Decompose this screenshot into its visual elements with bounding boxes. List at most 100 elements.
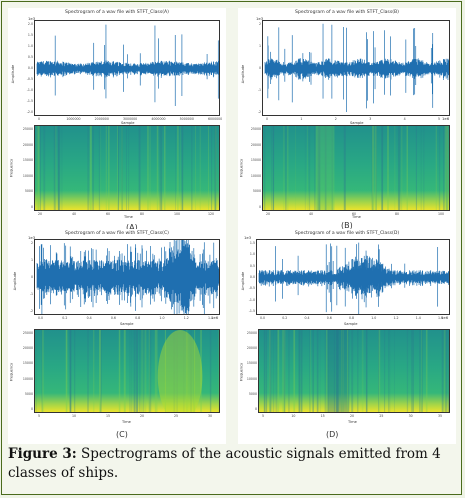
wave-ytick-label: 0 <box>30 275 33 279</box>
wave-ytick-label: -2 <box>257 110 261 114</box>
spec-xlabel-b: Time <box>352 215 361 219</box>
wave-xlabel-d: Sample <box>344 322 358 326</box>
spectrogram-streak <box>156 126 159 210</box>
spectrogram-streak <box>343 330 344 412</box>
wave-scale-c: 1e3 <box>28 235 36 240</box>
spectrogram-streak <box>318 126 321 210</box>
wave-xtick-label: 5000000 <box>179 117 194 121</box>
spectrogram-streak <box>105 126 107 210</box>
spectrogram-streak <box>89 126 92 210</box>
spectrogram-streak <box>304 126 306 210</box>
wave-xtick-label: 0.4 <box>304 316 310 320</box>
spectrogram-streak <box>293 330 296 412</box>
spectrogram-streak <box>421 330 423 412</box>
waveform-plot-d <box>256 239 450 315</box>
spectrogram-streak <box>123 330 126 412</box>
spectrogram-streak <box>443 126 445 210</box>
wave-ytick-label: -0.5 <box>248 286 255 291</box>
spectrogram-streak <box>154 330 156 412</box>
wave-xtick-label: 4 <box>403 117 406 121</box>
spec-ytick-label: 25000 <box>22 331 33 335</box>
spectrogram-streak <box>387 126 389 210</box>
spectrogram-streak <box>155 330 158 412</box>
spec-xtick-label: 100 <box>438 212 445 216</box>
spectrogram-streak <box>336 330 338 412</box>
spec-ytick-label: 20000 <box>246 346 257 351</box>
spec-ytick-label: 20000 <box>250 142 261 147</box>
spectrogram-highlight <box>315 126 335 210</box>
spectrogram-streak <box>316 126 318 210</box>
spec-xtick-label: 80 <box>140 212 145 216</box>
spectrogram-streak <box>394 126 396 210</box>
spec-xtick-label: 40 <box>72 212 77 216</box>
spec-xtick-label: 5 <box>262 414 265 418</box>
wave-title-c: Spectrogram of a wav file with STFT_Clas… <box>65 231 169 236</box>
spec-ytick-label: 10000 <box>22 173 33 178</box>
spectrogram-streak <box>346 330 349 412</box>
spectrogram-streak <box>331 126 333 210</box>
spectrogram-streak <box>118 330 121 412</box>
spectrogram-streak <box>425 330 428 412</box>
spectrogram-streak <box>129 330 131 412</box>
panel-letter-b: (B) <box>341 221 353 230</box>
spectrogram-a <box>34 125 220 211</box>
spectrogram-streak <box>183 330 185 412</box>
panel-d: Spectrogram of a wav file with STFT_Clas… <box>238 229 456 444</box>
spectrogram-streak <box>398 126 401 210</box>
spectrogram-streak <box>444 126 446 210</box>
spectrogram-streak <box>282 330 284 412</box>
spectrogram-streak <box>35 330 37 412</box>
wave-xtick-label: 0.0 <box>38 316 44 320</box>
spectrogram-streak <box>443 330 446 412</box>
wave-scale-a: 1e3 <box>28 16 36 21</box>
spectrogram-streak <box>142 330 144 412</box>
spectrogram-streak <box>208 126 209 210</box>
spectrogram-streak <box>264 330 267 412</box>
spectrogram-streak <box>149 126 151 210</box>
spec-xlabel-c: Time <box>122 420 131 424</box>
spectrogram-streak <box>65 330 68 412</box>
waveform-plot-c <box>34 239 220 315</box>
spectrogram-streak <box>411 330 413 412</box>
panel-letter-c: (C) <box>116 430 128 439</box>
spectrogram-streak <box>42 330 44 412</box>
wave-xtick-label: 0 <box>266 117 269 121</box>
spectrogram-b <box>262 125 450 211</box>
spectrogram-streak <box>400 126 403 210</box>
spectrogram-streak <box>126 126 127 210</box>
spectrogram-streak <box>142 330 145 412</box>
spectrogram-streak <box>337 330 339 412</box>
spectrogram-streak <box>411 330 413 412</box>
spectrogram-streak <box>37 126 40 210</box>
spectrogram-streak <box>38 126 40 210</box>
spec-ytick-label: 0 <box>30 205 33 209</box>
wave-xtick-label: 0.0 <box>260 316 266 320</box>
spectrogram-streak <box>272 126 275 210</box>
spec-ytick-label: 5000 <box>248 391 257 396</box>
spec-ytick-label: 15000 <box>250 158 261 163</box>
spectrogram-streak <box>100 330 102 412</box>
spectrogram-streak <box>415 126 417 210</box>
spectrogram-streak <box>288 330 290 412</box>
spec-ytick-label: 15000 <box>22 158 33 163</box>
wave-xtick-label: 1.0 <box>159 316 165 320</box>
spectrogram-streak <box>412 330 414 412</box>
spectrogram-streak <box>108 126 110 210</box>
spectrogram-streak <box>406 126 408 210</box>
wave-xtick-label: 0.8 <box>349 316 355 320</box>
spectrogram-streak <box>195 126 196 210</box>
spectrogram-streak <box>371 126 374 210</box>
spectrogram-streak <box>324 330 327 412</box>
spectrogram-streak <box>388 330 390 412</box>
spectrogram-streak <box>100 126 102 210</box>
spectrogram-streak <box>128 126 130 210</box>
wave-ytick-label: 0 <box>258 66 261 70</box>
wave-xtick-label: 1.4 <box>208 316 214 320</box>
spectrogram-streak <box>131 330 133 412</box>
spectrogram-streak <box>117 126 118 210</box>
spec-xtick-label: 15 <box>106 414 111 418</box>
spectrogram-streak <box>307 126 308 210</box>
wave-ylabel-a: Amplitude <box>11 64 16 84</box>
spec-xtick-label: 120 <box>208 212 215 216</box>
spec-ytick-label: 10000 <box>246 376 257 381</box>
